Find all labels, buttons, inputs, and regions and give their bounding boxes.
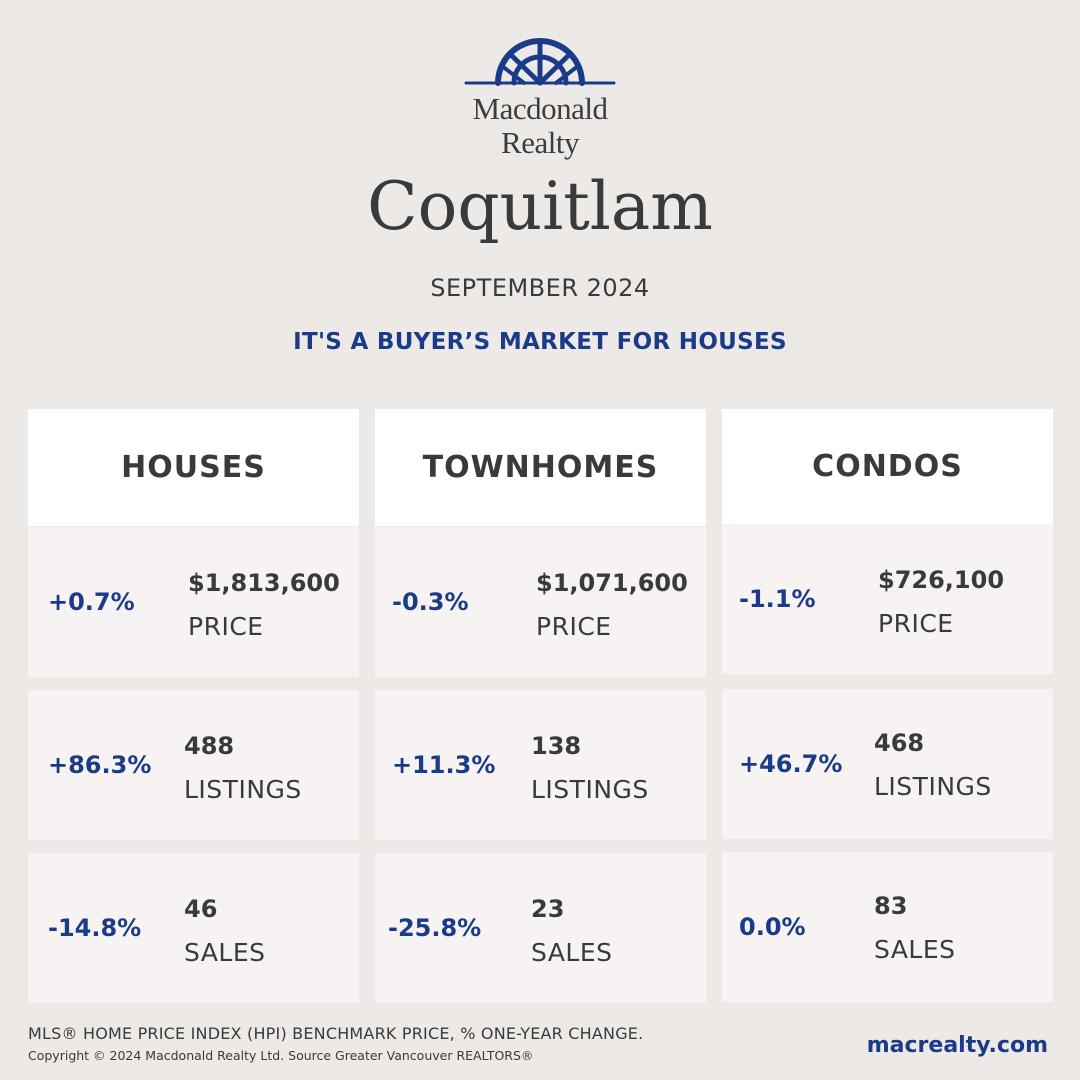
logo-line2: Realty <box>501 125 579 160</box>
stat-value: 138 <box>531 732 582 760</box>
stat-label: SALES <box>874 935 956 964</box>
change-value: -1.1% <box>739 585 816 613</box>
stat-value: 83 <box>874 892 908 920</box>
stat-label: PRICE <box>536 612 612 641</box>
change-value: +86.3% <box>48 751 152 779</box>
stat-value: $1,813,600 <box>188 569 340 597</box>
brand-logo: Macdonald Realty <box>0 38 1080 160</box>
stat-label: SALES <box>184 938 266 967</box>
period-label: SEPTEMBER 2024 <box>430 274 650 302</box>
condos-price-card: -1.1% $726,100 PRICE <box>722 524 1053 674</box>
stat-value: 468 <box>874 729 925 757</box>
column-title: HOUSES <box>28 409 359 526</box>
change-value: -0.3% <box>392 588 469 616</box>
houses-sales-card: -14.8% 46 SALES <box>28 853 359 1003</box>
houses-price-card: +0.7% $1,813,600 PRICE <box>28 527 359 677</box>
townhomes-listings-card: +11.3% 138 LISTINGS <box>375 690 706 840</box>
headline: IT'S A BUYER’S MARKET FOR HOUSES <box>293 329 787 355</box>
change-value: +0.7% <box>48 588 135 616</box>
townhomes-price-card: -0.3% $1,071,600 PRICE <box>375 527 706 677</box>
stat-value: $726,100 <box>878 566 1005 594</box>
stat-label: PRICE <box>878 609 954 638</box>
stat-value: 23 <box>531 895 565 923</box>
column-condos: CONDOS <box>722 409 1053 524</box>
stat-label: SALES <box>531 938 613 967</box>
change-value: +11.3% <box>392 751 496 779</box>
logo-line1: Macdonald <box>472 91 608 126</box>
townhomes-sales-card: -25.8% 23 SALES <box>375 853 706 1003</box>
website-link[interactable]: macrealty.com <box>866 1033 1048 1058</box>
stat-value: $1,071,600 <box>536 569 688 597</box>
stat-label: LISTINGS <box>184 775 302 804</box>
stat-value: 488 <box>184 732 235 760</box>
stat-label: PRICE <box>188 612 264 641</box>
column-houses: HOUSES <box>28 409 359 526</box>
houses-listings-card: +86.3% 488 LISTINGS <box>28 690 359 840</box>
stat-label: LISTINGS <box>531 775 649 804</box>
change-value: +46.7% <box>739 750 843 778</box>
stat-label: LISTINGS <box>874 772 992 801</box>
city-title: Coquitlam <box>367 168 713 245</box>
change-value: -14.8% <box>48 914 142 942</box>
column-townhomes: TOWNHOMES <box>375 409 706 526</box>
copyright-text: Copyright © 2024 Macdonald Realty Ltd. S… <box>28 1048 534 1063</box>
stat-value: 46 <box>184 895 218 923</box>
change-value: 0.0% <box>739 913 806 941</box>
methodology-note: MLS® HOME PRICE INDEX (HPI) BENCHMARK PR… <box>28 1024 644 1043</box>
column-title: CONDOS <box>722 409 1053 524</box>
condos-sales-card: 0.0% 83 SALES <box>722 852 1053 1002</box>
column-title: TOWNHOMES <box>375 409 706 526</box>
change-value: -25.8% <box>388 914 482 942</box>
condos-listings-card: +46.7% 468 LISTINGS <box>722 689 1053 839</box>
sunrise-arch-logo-icon <box>464 38 616 86</box>
